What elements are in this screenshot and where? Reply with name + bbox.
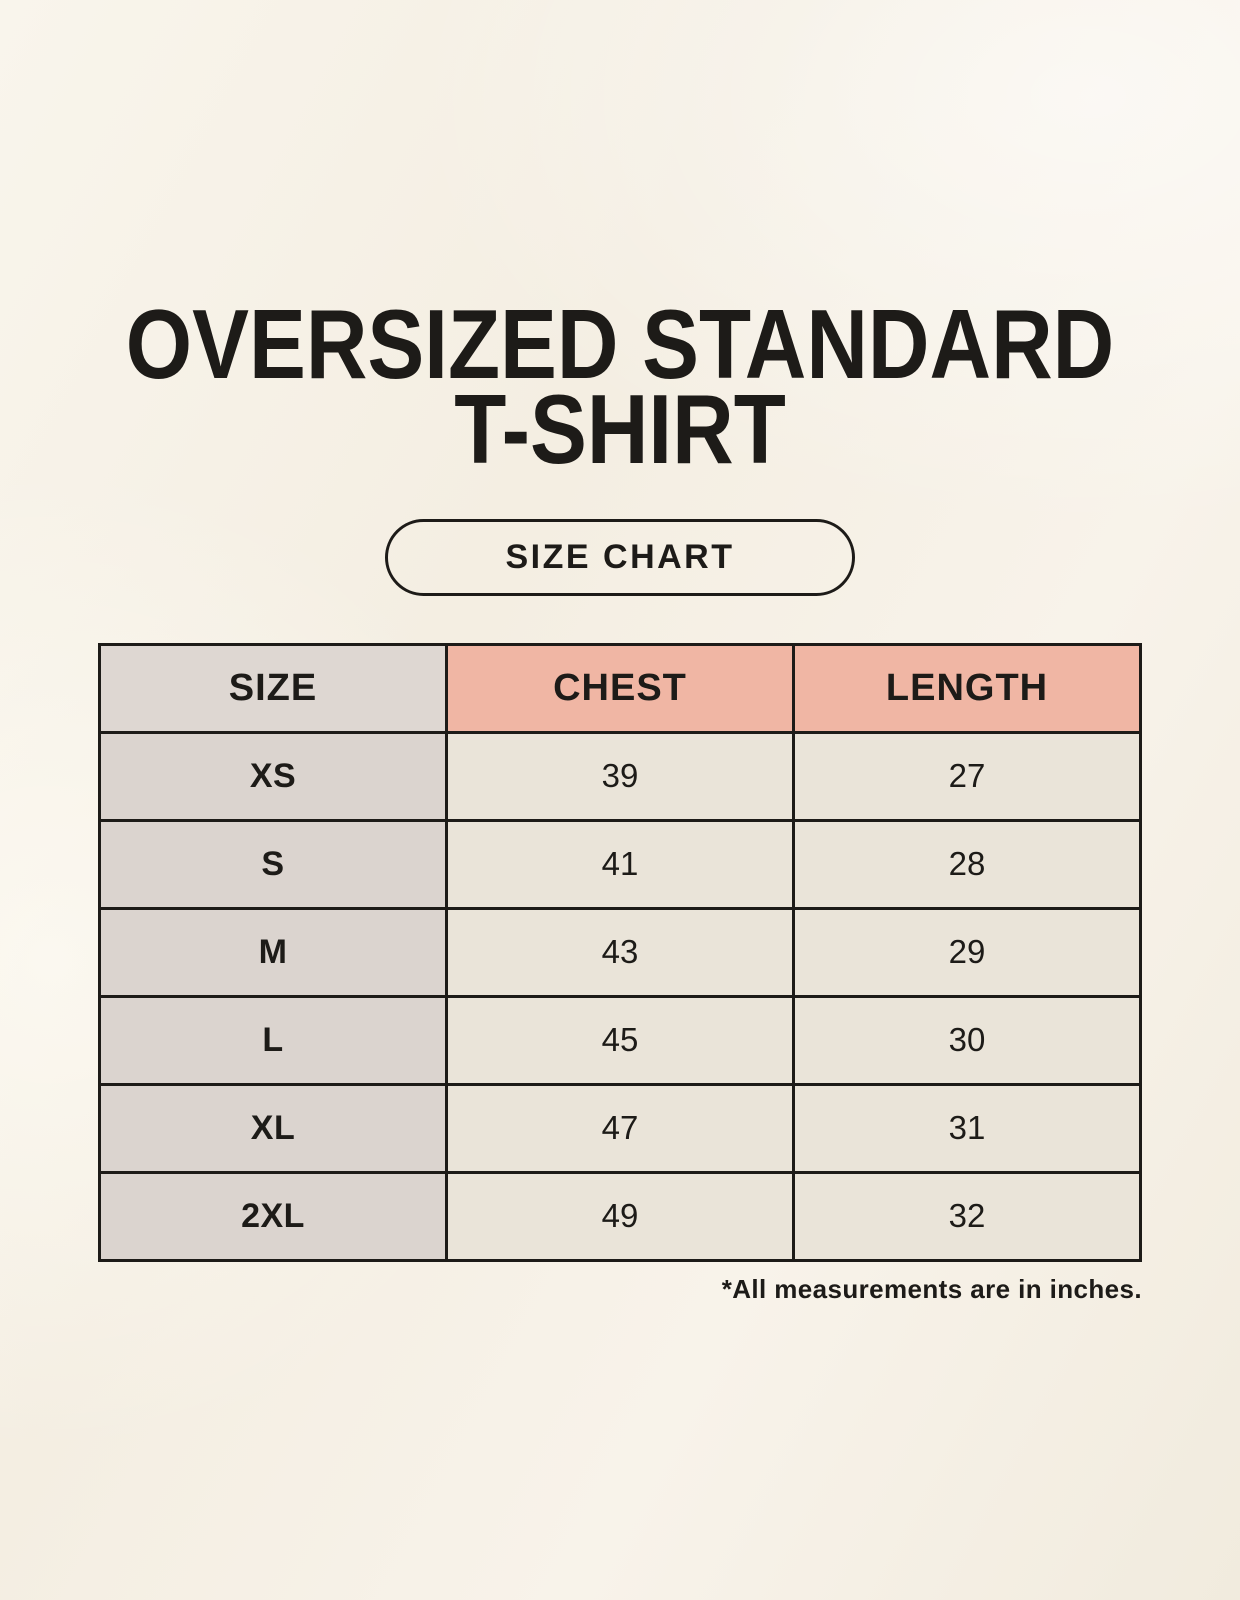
table-header-row: SIZE CHEST LENGTH — [98, 642, 1142, 734]
length-cell: 30 — [792, 994, 1142, 1086]
size-chart-button-label: SIZE CHART — [505, 537, 735, 576]
table-row-xl: XL 47 31 — [98, 1082, 1142, 1174]
size-cell: S — [98, 818, 448, 910]
measurements-note: *All measurements are in inches. — [721, 1273, 1142, 1304]
chest-cell: 47 — [445, 1082, 795, 1174]
length-cell: 32 — [792, 1170, 1142, 1262]
column-header-chest: CHEST — [445, 642, 795, 734]
chest-cell: 43 — [445, 906, 795, 998]
page-title: OVERSIZED STANDARD T-SHIRT — [0, 0, 1240, 485]
column-header-size: SIZE — [98, 642, 448, 734]
table-row-s: S 41 28 — [98, 818, 1142, 910]
length-cell: 31 — [792, 1082, 1142, 1174]
chest-cell: 49 — [445, 1170, 795, 1262]
size-cell: XL — [98, 1082, 448, 1174]
chest-cell: 39 — [445, 730, 795, 822]
table-row-m: M 43 29 — [98, 906, 1142, 998]
table-row-xs: XS 39 27 — [98, 730, 1142, 822]
length-cell: 27 — [792, 730, 1142, 822]
page-title-line-1: OVERSIZED STANDARD — [125, 289, 1115, 399]
chest-cell: 41 — [445, 818, 795, 910]
page-title-line-2: T-SHIRT — [454, 374, 786, 485]
size-cell: XS — [98, 730, 448, 822]
column-header-length: LENGTH — [792, 642, 1142, 734]
size-chart-button[interactable]: SIZE CHART — [385, 518, 855, 596]
chest-cell: 45 — [445, 994, 795, 1086]
size-cell: 2XL — [98, 1170, 448, 1262]
size-chart-table: SIZE CHEST LENGTH XS 39 27 S 41 28 M — [98, 642, 1142, 1262]
length-cell: 28 — [792, 818, 1142, 910]
size-chart-table-container: SIZE CHEST LENGTH XS 39 27 S 41 28 M — [98, 642, 1142, 1262]
table-row-l: L 45 30 — [98, 994, 1142, 1086]
size-cell: L — [98, 994, 448, 1086]
length-cell: 29 — [792, 906, 1142, 998]
table-row-2xl: 2XL 49 32 — [98, 1170, 1142, 1262]
size-cell: M — [98, 906, 448, 998]
